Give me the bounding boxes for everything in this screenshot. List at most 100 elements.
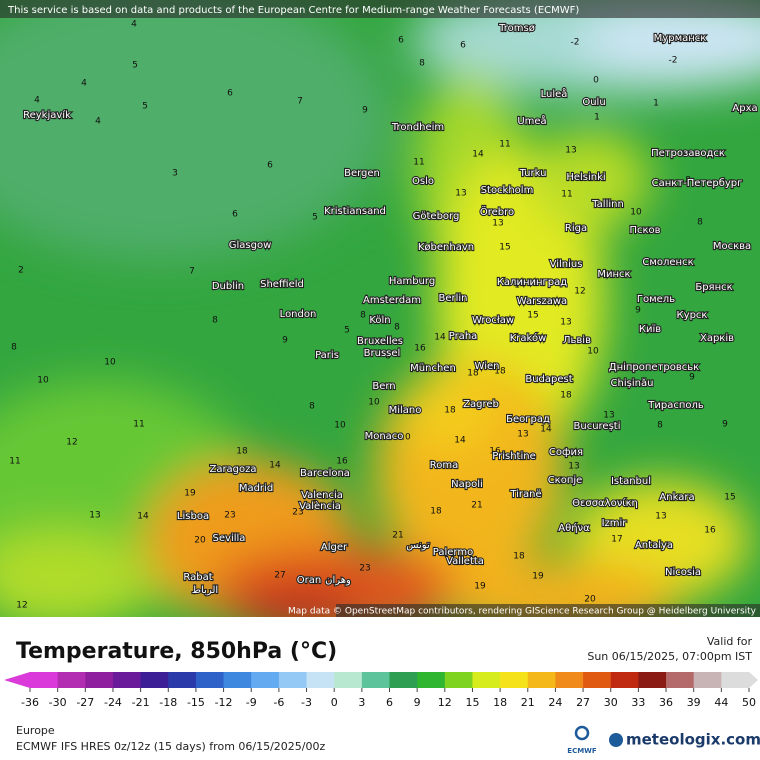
city-label: Ankara (659, 492, 694, 503)
temperature-label: 3 (172, 169, 178, 179)
city-label: Тирасполь (647, 400, 704, 411)
colorbar-tick-label: 33 (631, 696, 645, 709)
temperature-label: 1 (594, 113, 600, 123)
temperature-label: 19 (532, 572, 544, 582)
temperature-label: 9 (282, 336, 288, 346)
colorbar-tick-label: 39 (687, 696, 701, 709)
city-label: Helsinki (566, 172, 605, 183)
temperature-label: 14 (454, 436, 466, 446)
temperature-label: 8 (685, 176, 691, 186)
temperature-label: 14 (137, 512, 149, 522)
temperature-label: 2 (18, 266, 24, 276)
city-label: Praha (449, 331, 478, 342)
temperature-label: 4 (95, 117, 101, 127)
city-label: București (574, 421, 621, 432)
city-label: Скопје (548, 474, 583, 486)
temperature-label: 7 (189, 267, 195, 277)
colorbar-segment (666, 672, 695, 688)
city-label: Reykjavík (23, 109, 71, 121)
colorbar-tick-label: 30 (604, 696, 618, 709)
colorbar-segment (251, 672, 280, 688)
colorbar-arrow-left (4, 672, 30, 688)
temperature-label: -2 (571, 38, 580, 48)
colorbar-tick-label: -27 (76, 696, 94, 709)
temperature-label: 9 (722, 420, 728, 430)
colorbar-segment (168, 672, 197, 688)
colorbar-segment (278, 672, 308, 688)
city-label: Kraków (510, 332, 547, 344)
temperature-label: 5 (312, 213, 318, 223)
colorbar-tick-label: 0 (331, 696, 338, 709)
temperature-label: 8 (11, 343, 17, 353)
city-label: Luleå (541, 87, 568, 100)
city-label: وهران (325, 575, 351, 586)
temperature-label: 15 (499, 243, 510, 253)
city-label: الرباط (192, 585, 218, 596)
temperature-label: 17 (611, 535, 622, 545)
city-label: Арха (732, 103, 757, 114)
city-label: Sheffield (260, 279, 304, 290)
city-label: Lisboa (177, 511, 209, 522)
ecmwf-icon (574, 725, 590, 741)
city-label: Брянск (695, 282, 732, 293)
temperature-label: 11 (413, 158, 424, 168)
colorbar-segment (527, 672, 556, 688)
temperature-label: 8 (657, 421, 663, 431)
temperature-label: 14 (434, 333, 446, 343)
temperature-label: 14 (540, 425, 552, 435)
temperature-label: 16 (704, 526, 716, 536)
temperature-label: 8 (697, 218, 703, 228)
temperature-label: -2 (669, 56, 678, 66)
city-label: Istanbul (611, 476, 651, 487)
temperature-label: 10 (368, 398, 380, 408)
temperature-label: 8 (385, 352, 391, 362)
city-label: Warszawa (517, 296, 567, 307)
city-label: Курск (677, 310, 708, 321)
city-label: Vilnius (550, 259, 583, 270)
temperature-label: 6 (460, 41, 466, 51)
city-label: Wien (475, 361, 500, 372)
colorbar-tick-label: 44 (714, 696, 728, 709)
temperature-label: 20 (584, 595, 596, 605)
city-label: تونس (406, 540, 430, 551)
colorbar-tick-label: -18 (159, 696, 177, 709)
temperature-label: 8 (360, 311, 366, 321)
colorbar-tick-label: -3 (301, 696, 312, 709)
city-label: Санкт-Петербург (652, 178, 743, 189)
colorbar-tick-label: -15 (187, 696, 205, 709)
city-label: Madrid (239, 483, 273, 494)
city-label: Tallinn (591, 199, 624, 210)
temperature-label: 6 (232, 210, 238, 220)
valid-time: Sun 06/15/2025, 07:00pm IST (587, 650, 752, 663)
city-label: Valencia (301, 490, 343, 501)
temperature-label: 4 (34, 96, 40, 106)
temperature-label: 12 (66, 438, 77, 448)
temperature-label: 9 (362, 106, 368, 116)
brand-icon (609, 733, 623, 747)
temperature-label: 10 (587, 347, 599, 357)
legend-title: Temperature, 850hPa (°C) (16, 639, 337, 664)
temperature-label: 12 (574, 287, 585, 297)
temperature-label: 18 (513, 552, 525, 562)
city-label: Hamburg (389, 276, 435, 287)
city-label: Alger (321, 542, 348, 553)
colorbar-segment (140, 672, 169, 688)
temperature-label: 13 (560, 318, 571, 328)
temperature-label: 18 (236, 447, 248, 457)
city-label: Budapest (525, 374, 572, 385)
temperature-label: 11 (133, 420, 144, 430)
city-label: Dublin (212, 281, 244, 292)
city-label: Bruxelles (357, 336, 403, 347)
city-label: Oslo (412, 176, 434, 187)
city-label: München (410, 363, 456, 374)
valid-label: Valid for (707, 635, 753, 648)
city-label: Минск (597, 269, 630, 280)
city-label: Sevilla (213, 533, 246, 544)
city-label: Prishtine (492, 451, 535, 462)
colorbar-segment (112, 672, 142, 688)
city-label: Kristiansand (324, 206, 386, 217)
colorbar-tick-label: 36 (659, 696, 673, 709)
temperature-label: 20 (194, 536, 206, 546)
city-label: Zagreb (463, 399, 499, 410)
colorbar-tick-label: 18 (493, 696, 507, 709)
